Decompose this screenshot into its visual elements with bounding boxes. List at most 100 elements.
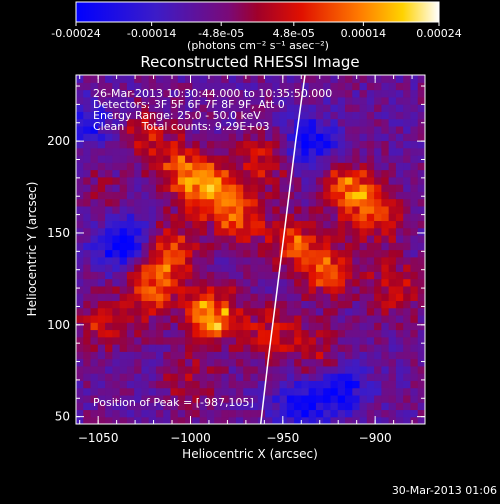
heatmap-cell <box>119 256 128 265</box>
heatmap-cell <box>199 147 208 156</box>
heatmap-cell <box>163 380 172 389</box>
heatmap-cell <box>330 365 339 374</box>
heatmap-cell <box>214 380 223 389</box>
heatmap-cell <box>126 176 135 185</box>
heatmap-cell <box>417 322 425 331</box>
heatmap-cell <box>323 75 332 83</box>
heatmap-cell <box>90 358 99 367</box>
heatmap-cell <box>199 213 208 222</box>
heatmap-cell <box>388 387 397 396</box>
heatmap-cell <box>359 344 368 352</box>
heatmap-cell <box>366 227 375 236</box>
heatmap-cell <box>119 264 128 272</box>
heatmap-cell <box>265 271 273 280</box>
heatmap-cell <box>206 256 215 265</box>
heatmap-cell <box>279 380 288 389</box>
heatmap-cell <box>155 344 164 352</box>
heatmap-cell <box>366 358 375 367</box>
heatmap-cell <box>381 336 390 345</box>
heatmap-cell <box>206 351 215 360</box>
heatmap-cell <box>90 125 99 134</box>
heatmap-cell <box>381 133 390 142</box>
heatmap-cell <box>126 96 135 105</box>
heatmap-cell <box>243 234 252 243</box>
heatmap-cell <box>279 264 288 272</box>
heatmap-cell <box>417 300 425 309</box>
heatmap-cell <box>119 75 128 83</box>
heatmap-cell <box>272 96 281 105</box>
heatmap-cell <box>337 380 346 389</box>
heatmap-cell <box>126 184 135 192</box>
heatmap-cell <box>272 300 281 309</box>
heatmap-cell <box>141 96 150 105</box>
heatmap-cell <box>366 242 375 251</box>
heatmap-cell <box>352 358 361 367</box>
heatmap-cell <box>330 264 339 272</box>
heatmap-cell <box>199 125 208 134</box>
heatmap-cell <box>410 242 419 251</box>
heatmap-cell <box>359 89 368 98</box>
heatmap-cell <box>323 387 332 396</box>
heatmap-cell <box>417 278 425 287</box>
heatmap-cell <box>323 242 332 251</box>
heatmap-cell <box>395 213 404 222</box>
heatmap-cell <box>417 147 425 156</box>
heatmap-cell <box>221 387 230 396</box>
heatmap-cell <box>235 205 244 214</box>
heatmap-cell <box>185 387 193 396</box>
heatmap-cell <box>265 394 273 403</box>
heatmap-cell <box>141 125 150 134</box>
heatmap-cell <box>272 329 281 338</box>
heatmap-cell <box>301 285 310 294</box>
heatmap-cell <box>359 307 368 316</box>
heatmap-cell <box>250 271 259 280</box>
heatmap-cell <box>395 336 404 345</box>
heatmap-cell <box>417 198 425 207</box>
heatmap-cell <box>134 125 143 134</box>
heatmap-cell <box>294 394 302 403</box>
heatmap-cell <box>366 133 375 142</box>
heatmap-cell <box>90 147 99 156</box>
heatmap-cell <box>76 205 84 214</box>
heatmap-cell <box>141 402 150 411</box>
heatmap-cell <box>76 278 84 287</box>
heatmap-cell <box>381 176 390 185</box>
heatmap-cell <box>221 380 230 389</box>
heatmap-cell <box>257 75 266 83</box>
heatmap-cell <box>126 220 135 229</box>
heatmap-cell <box>330 89 339 98</box>
heatmap-cell <box>112 307 121 316</box>
heatmap-cell <box>141 118 150 127</box>
heatmap-cell <box>388 249 397 258</box>
heatmap-cell <box>228 184 237 192</box>
heatmap-cell <box>257 336 266 345</box>
heatmap-cell <box>330 394 339 403</box>
heatmap-cell <box>374 104 382 112</box>
heatmap-cell <box>141 176 150 185</box>
heatmap-cell <box>221 227 230 236</box>
heatmap-cell <box>250 125 259 134</box>
heatmap-cell <box>294 125 302 134</box>
heatmap-cell <box>279 394 288 403</box>
heatmap-cell <box>374 329 382 338</box>
heatmap-cell <box>323 133 332 142</box>
heatmap-cell <box>294 227 302 236</box>
heatmap-cell <box>221 373 230 381</box>
heatmap-cell <box>279 104 288 112</box>
heatmap-cell <box>395 125 404 134</box>
heatmap-cell <box>192 191 201 200</box>
heatmap-cell <box>148 242 157 251</box>
heatmap-cell <box>185 365 193 374</box>
heatmap-cell <box>90 402 99 411</box>
heatmap-cell <box>76 133 84 142</box>
heatmap-cell <box>221 82 230 91</box>
heatmap-cell <box>279 322 288 331</box>
heatmap-cell <box>345 373 353 381</box>
heatmap-cell <box>403 140 412 149</box>
heatmap-cell <box>76 198 84 207</box>
heatmap-cell <box>410 220 419 229</box>
heatmap-cell <box>214 416 223 424</box>
heatmap-cell <box>345 89 353 98</box>
heatmap-cell <box>185 242 193 251</box>
heatmap-cell <box>359 82 368 91</box>
